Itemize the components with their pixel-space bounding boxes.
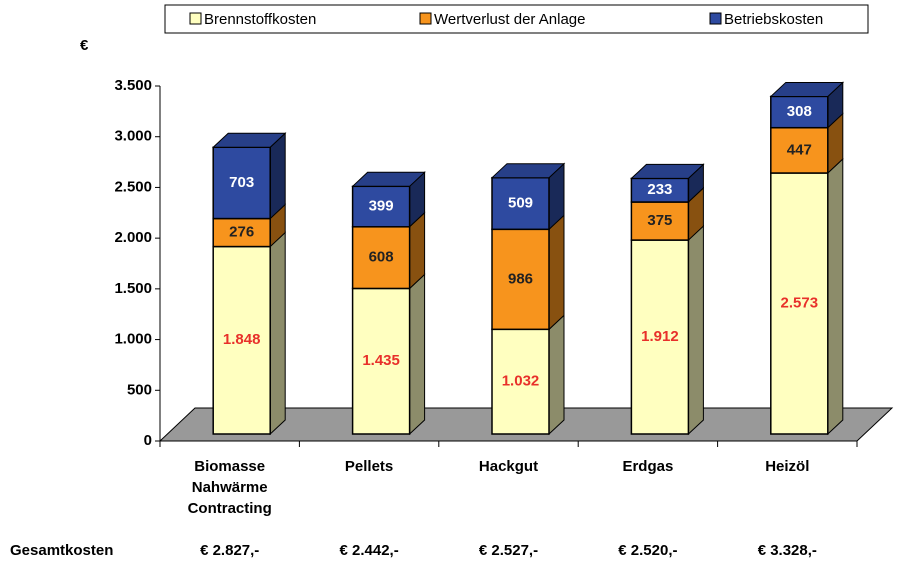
bar-segment (212, 146, 271, 220)
y-tick-label: 2.500 (114, 178, 152, 195)
bar-side (827, 157, 844, 436)
y-tick-label: 1.500 (114, 280, 152, 297)
total-label: € 2.520,- (618, 542, 677, 559)
value-label: 447 (787, 141, 812, 158)
value-label: 233 (647, 181, 672, 198)
bar-side (269, 132, 286, 220)
total-label: € 2.442,- (339, 542, 398, 559)
bar-side (548, 314, 565, 436)
totals-label: Gesamtkosten (10, 542, 113, 559)
y-tick-label: 3.500 (114, 77, 152, 94)
x-tick-label: Pellets (344, 458, 394, 475)
value-label: 986 (508, 270, 533, 287)
value-label: 276 (229, 224, 254, 241)
total-label: € 2.527,- (479, 542, 538, 559)
bar-side (687, 224, 704, 436)
bar-top (490, 163, 566, 179)
y-tick-label: 500 (127, 381, 152, 398)
value-label: 509 (508, 194, 533, 211)
bar-side (548, 214, 565, 331)
y-unit: € (80, 37, 89, 54)
x-tick-label: Biomasse Nahwärme Contracting (187, 458, 272, 517)
x-tick-label: Erdgas (622, 458, 674, 475)
bar-segment (351, 185, 411, 228)
value-label: 1.435 (362, 352, 400, 369)
y-tick-label: 1.000 (114, 331, 152, 348)
value-label: 1.032 (502, 373, 540, 390)
bar-segment (630, 201, 690, 241)
y-tick-label: 3.000 (114, 128, 152, 145)
value-label: 703 (229, 174, 254, 191)
value-label: 1.848 (223, 331, 261, 348)
bar-segment (630, 239, 690, 435)
bar-segment (491, 228, 550, 331)
value-label: 399 (369, 198, 394, 215)
bar-segment (770, 126, 829, 174)
legend-label: Wertverlust der Anlage (434, 11, 585, 28)
bar-segment (212, 217, 271, 248)
bar-side (269, 231, 286, 436)
value-label: 2.573 (781, 294, 819, 311)
total-label: € 3.328,- (758, 542, 817, 559)
legend-swatch (709, 12, 722, 25)
y-tick-label: 2.000 (114, 229, 152, 246)
value-label: 608 (369, 249, 394, 266)
bar-segment (351, 226, 411, 290)
bar-segment (351, 287, 411, 435)
bar-side (409, 273, 426, 436)
value-label: 308 (787, 103, 812, 120)
bar-top (630, 163, 705, 179)
legend-swatch (189, 12, 202, 25)
bar-segment (212, 245, 271, 435)
value-label: 1.912 (641, 328, 679, 345)
bar-top (211, 132, 287, 148)
bar-top (351, 171, 426, 187)
value-label: 375 (647, 212, 672, 229)
legend-box (164, 4, 869, 34)
legend-label: Betriebskosten (724, 11, 823, 28)
y-tick-label: 0 (144, 432, 152, 449)
x-tick-label: Hackgut (478, 458, 539, 475)
bar-segment (491, 328, 550, 435)
legend-label: Brennstoffkosten (204, 11, 316, 28)
bar-top (769, 81, 845, 97)
legend-swatch (419, 12, 432, 25)
total-label: € 2.827,- (200, 542, 259, 559)
x-tick-label: Heizöl (765, 458, 810, 475)
bar-segment (770, 95, 829, 129)
